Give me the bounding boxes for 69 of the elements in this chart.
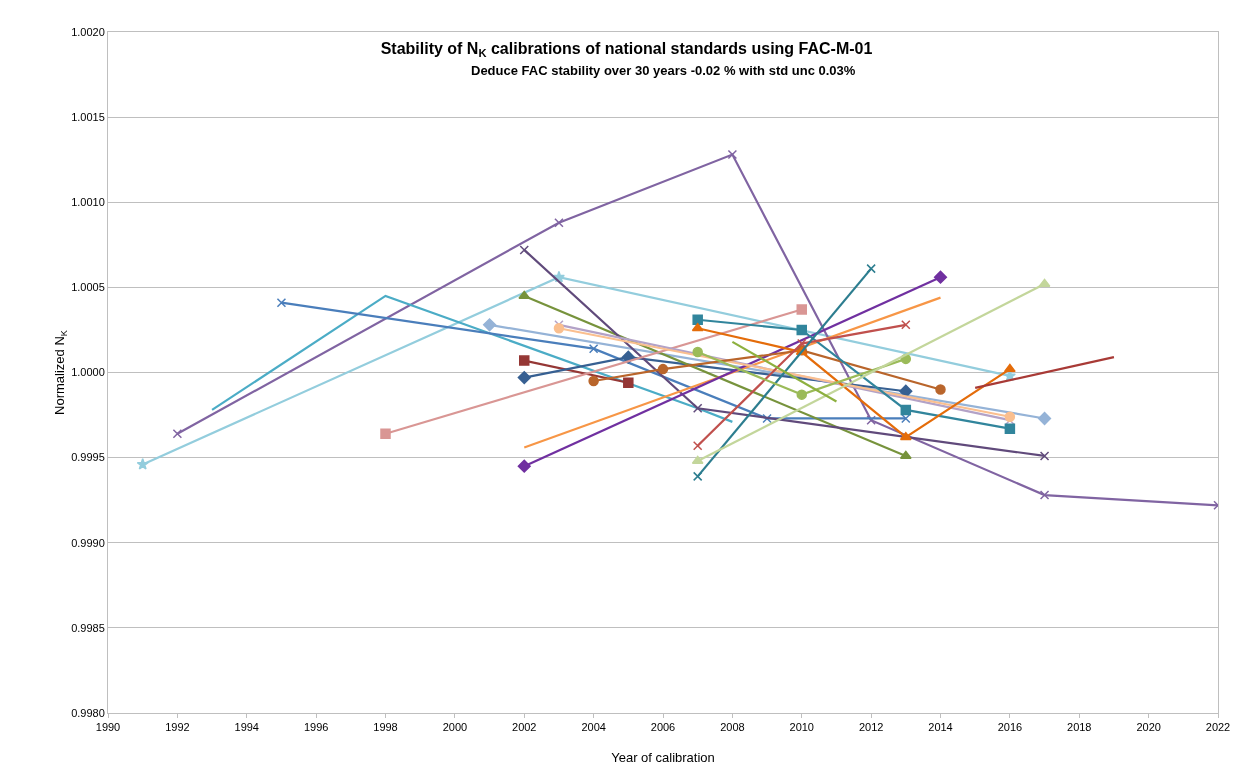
x-tick-label: 2022 (1205, 721, 1231, 734)
point (692, 346, 703, 358)
x-tick-label: 2020 (1136, 721, 1161, 734)
y-tick-label: 1.0010 (71, 196, 105, 209)
point (588, 375, 599, 387)
point (796, 324, 807, 336)
y-tick-label: 1.0005 (71, 281, 105, 294)
x-tick-label: 1990 (95, 721, 121, 734)
x-tick-label: 2010 (789, 721, 814, 734)
y-tick-label: 1.0000 (71, 366, 105, 379)
point (692, 440, 703, 451)
point (900, 404, 912, 416)
point (482, 318, 497, 332)
point (657, 363, 669, 375)
point (796, 304, 807, 315)
point (136, 458, 149, 470)
point (866, 263, 876, 274)
point (519, 245, 529, 255)
x-axis-title: Year of calibration (611, 750, 715, 765)
point (519, 355, 530, 366)
point (588, 343, 599, 354)
point (172, 429, 183, 439)
point (933, 270, 948, 284)
y-tick-label: 0.9995 (71, 451, 105, 464)
point (692, 471, 703, 482)
x-tick-label: 2006 (650, 721, 676, 734)
point (554, 217, 564, 228)
text: Deduce FAC stability over 30 years -0.02 % with std unc 0.03% (471, 63, 856, 78)
line-series (210, 294, 734, 423)
point (276, 297, 287, 308)
point (517, 371, 531, 385)
point (692, 314, 703, 325)
y-tick-label: 0.9980 (71, 706, 105, 719)
x-tick-label: 2012 (858, 721, 884, 734)
text: Stability of N$_{K}$ calibrations of national standards using FAC-M-01 (380, 39, 873, 59)
point (935, 384, 946, 395)
point (553, 322, 565, 334)
point (899, 431, 912, 441)
point (1037, 411, 1052, 426)
point (727, 149, 738, 160)
x-tick-label: 2002 (512, 721, 537, 734)
point (1039, 451, 1050, 461)
x-tick-label: 1996 (303, 721, 329, 734)
x-tick-label: 2014 (928, 721, 953, 734)
x-tick-label: 2016 (997, 721, 1023, 734)
point (380, 428, 391, 440)
x-tick-label: 2004 (581, 721, 606, 734)
x-tick-label: 2008 (720, 721, 745, 734)
y-tick-label: 0.9990 (71, 536, 105, 549)
x-tick-label: 1994 (234, 721, 259, 734)
point (623, 377, 634, 388)
y-tick-label: 0.9985 (71, 621, 105, 634)
point (517, 459, 531, 473)
point (762, 413, 772, 424)
point (691, 322, 704, 332)
point (866, 415, 876, 425)
point (1039, 490, 1050, 500)
x-tick-label: 1998 (373, 721, 398, 734)
y-tick-label: 1.0015 (71, 110, 105, 123)
x-tick-label: 2018 (1067, 721, 1092, 734)
point (796, 389, 807, 400)
x-tick-label: 2000 (442, 721, 468, 734)
point (1004, 411, 1016, 423)
point (692, 403, 703, 413)
y-tick-label: 1.0020 (71, 25, 105, 38)
point (1003, 363, 1016, 373)
x-tick-label: 1992 (165, 721, 190, 734)
point (1004, 423, 1016, 434)
point (901, 320, 911, 330)
